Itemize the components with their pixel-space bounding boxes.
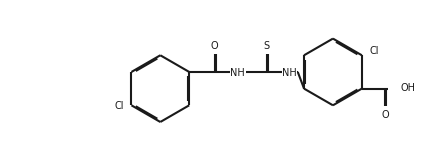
Text: O: O xyxy=(381,110,389,120)
Text: Cl: Cl xyxy=(115,101,124,111)
Text: S: S xyxy=(263,41,270,51)
Text: NH: NH xyxy=(230,68,245,78)
Text: OH: OH xyxy=(400,83,415,93)
Text: Cl: Cl xyxy=(369,46,379,56)
Text: NH: NH xyxy=(282,68,297,78)
Text: O: O xyxy=(211,41,219,51)
